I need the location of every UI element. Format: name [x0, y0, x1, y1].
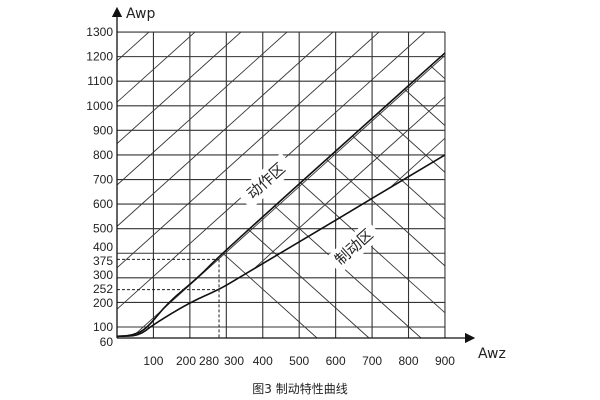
- hatch-line: [591, 0, 600, 338]
- x-axis-label: Awz: [478, 346, 506, 362]
- hatch-line: [593, 0, 600, 338]
- hatch-line: [130, 52, 445, 337]
- hatch-line: [489, 0, 600, 338]
- y-tick-label: 1200: [86, 50, 113, 64]
- hatch-line: [117, 32, 210, 337]
- hatch-line: [436, 154, 445, 338]
- y-tick-label: 300: [93, 268, 113, 282]
- y-axis-label: Awp: [126, 6, 155, 22]
- y-tick-label: 60: [100, 335, 114, 349]
- hatch-line: [117, 154, 370, 338]
- hatch-line: [117, 32, 302, 337]
- hatch-line: [406, 52, 445, 337]
- hatch-line: [489, 0, 600, 338]
- x-tick-label: 900: [435, 354, 455, 368]
- hatch-line: [499, 0, 600, 338]
- caption: 图3 制动特性曲线: [252, 381, 347, 396]
- y-tick-label: 375: [93, 254, 113, 268]
- hatch-line: [593, 0, 600, 338]
- hatch-line: [545, 0, 600, 338]
- hatch-line: [117, 32, 256, 337]
- y-tick-label: 1100: [87, 74, 113, 88]
- hatch-line: [280, 52, 445, 337]
- hatch-line: [117, 52, 256, 337]
- hatch-line: [117, 52, 164, 337]
- hatch-line: [280, 154, 445, 338]
- hatch-line: [117, 52, 370, 337]
- x-tick-label: 700: [362, 354, 382, 368]
- y-tick-label: 1000: [86, 99, 113, 113]
- x-tick-label: 100: [143, 354, 163, 368]
- y-tick-label: 600: [93, 197, 113, 211]
- hatch-line: [406, 32, 445, 337]
- y-tick-label: 252: [93, 282, 113, 296]
- hatch-line: [117, 32, 348, 337]
- hatch-line: [541, 0, 600, 338]
- restraint-curve: [116, 154, 446, 338]
- x-tick-label: 300: [224, 354, 244, 368]
- y-tick-label: 1300: [86, 25, 113, 39]
- y-tick-label: 100: [93, 320, 113, 334]
- hatch-line: [453, 0, 600, 338]
- hatch-line: [176, 52, 445, 337]
- hatch-line: [124, 52, 445, 337]
- x-tick-label: 600: [326, 354, 346, 368]
- y-tick-label: 800: [93, 148, 113, 162]
- hatch-line: [436, 52, 445, 337]
- hatch-line: [360, 32, 445, 337]
- operate-curve: [116, 52, 446, 338]
- hatch-line: [360, 52, 445, 337]
- hatch-line: [124, 154, 445, 338]
- hatch-line: [591, 0, 600, 338]
- hatch-line: [453, 0, 600, 338]
- x-tick-label: 500: [289, 354, 309, 368]
- y-tick-label: 400: [93, 240, 113, 254]
- x-tick-label: 800: [399, 354, 419, 368]
- hatch-line: [176, 154, 445, 338]
- y-tick-label: 700: [93, 173, 113, 187]
- hatch-line: [332, 52, 445, 337]
- hatch-line: [117, 32, 164, 337]
- y-tick-label: 200: [93, 296, 113, 310]
- x-tick-label: 400: [253, 354, 273, 368]
- hatch-line: [541, 0, 600, 338]
- hatch-line: [117, 32, 394, 337]
- hatch-line: [228, 52, 445, 337]
- hatch-line: [117, 52, 394, 337]
- y-tick-label: 900: [93, 123, 113, 137]
- hatch-line: [332, 154, 445, 338]
- x-tick-label: 280: [199, 354, 219, 368]
- hatch-line: [130, 32, 445, 337]
- hatch-line: [499, 0, 600, 338]
- hatch-line: [545, 0, 600, 338]
- x-tick-label: 200: [176, 354, 196, 368]
- y-tick-label: 500: [93, 222, 113, 236]
- hatch-line: [117, 52, 302, 337]
- hatch-line: [176, 32, 445, 337]
- hatch-line: [176, 52, 445, 337]
